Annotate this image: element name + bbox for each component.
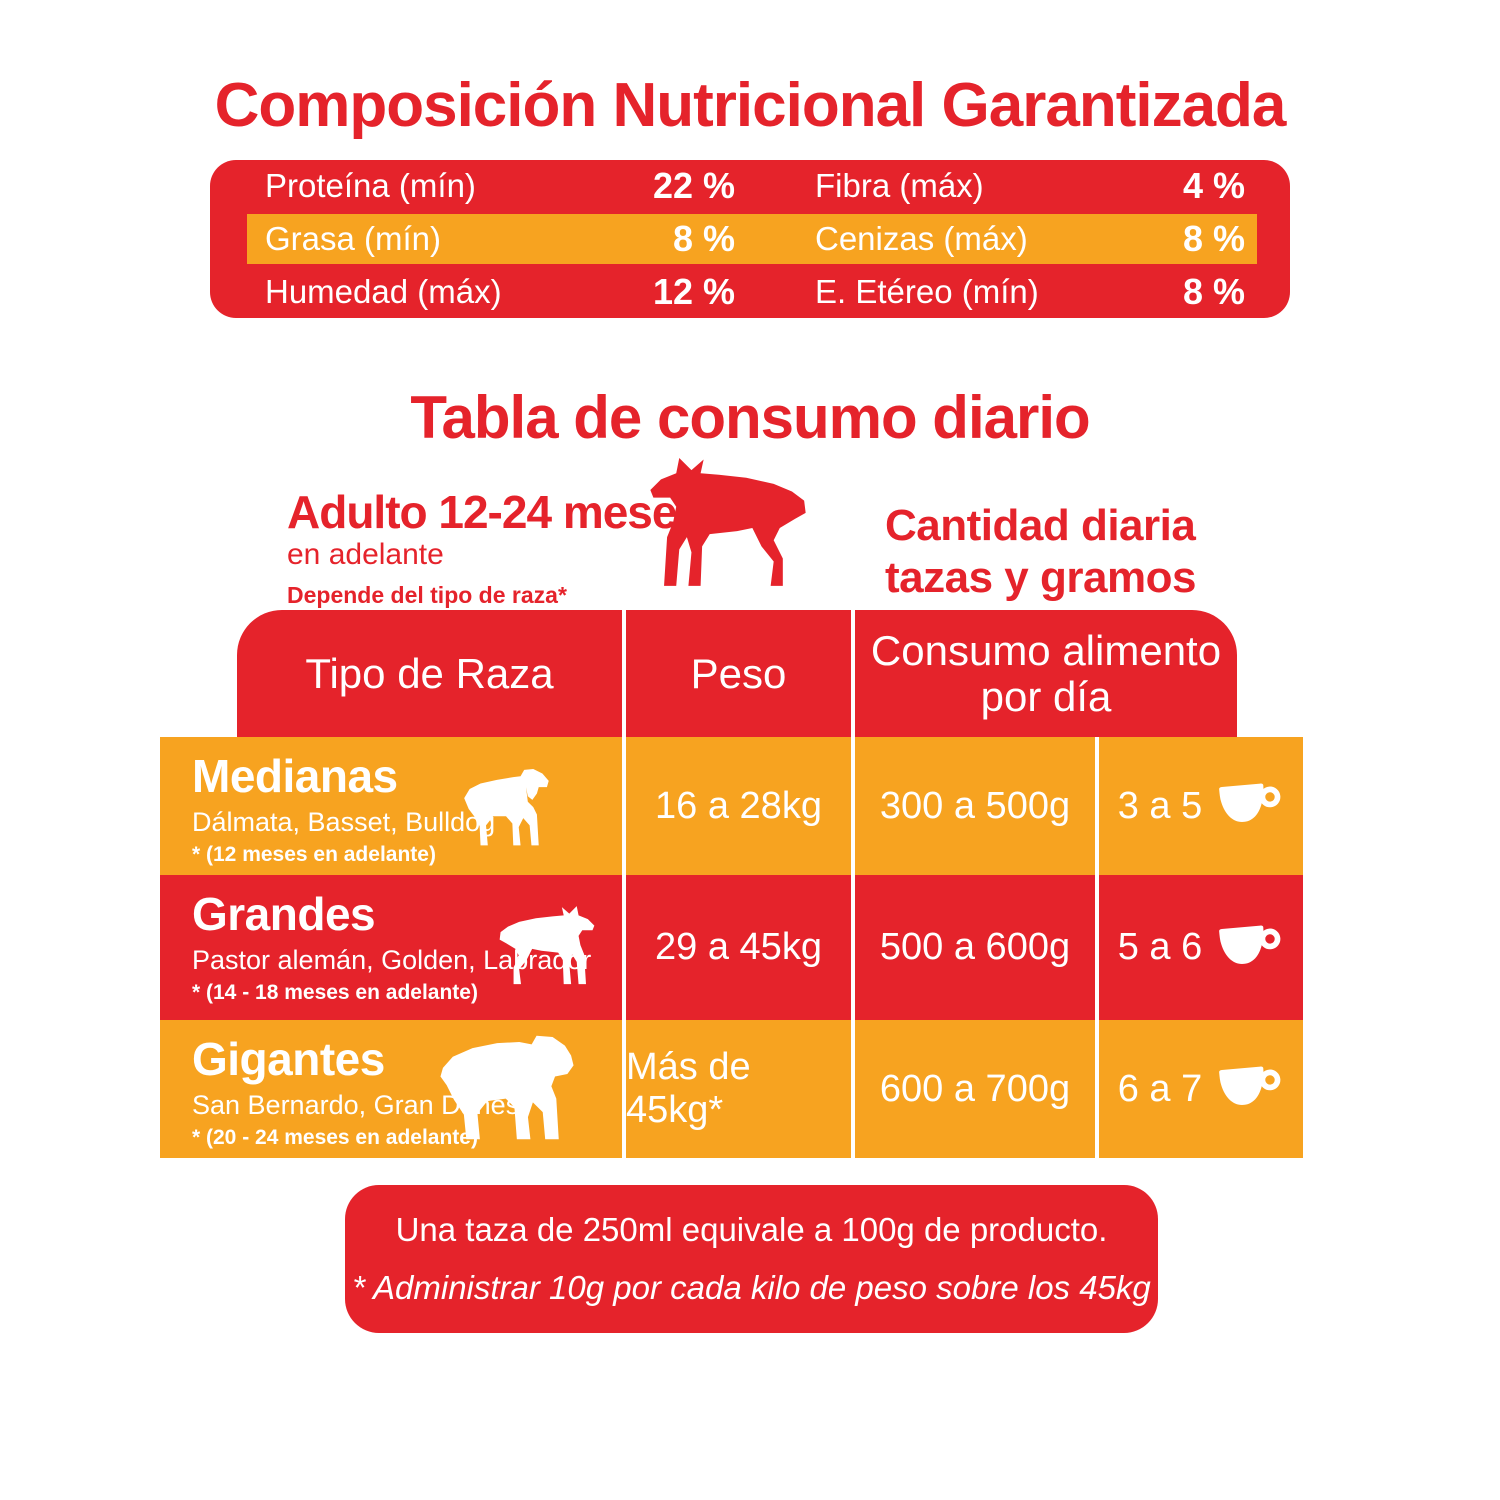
- age-block: Adulto 12-24 meses en adelante Depende d…: [287, 486, 702, 609]
- nutrition-label: Grasa (mín): [265, 220, 442, 257]
- age-note: Depende del tipo de raza*: [287, 582, 567, 609]
- weight-header-cell: Peso: [622, 610, 851, 737]
- consumption-table-body: Medianas Dálmata, Basset, Bulldog * (12 …: [160, 737, 1303, 1158]
- page-title: Composición Nutricional Garantizada: [214, 71, 1287, 140]
- cups-cell: 6 a 7: [1095, 1020, 1303, 1158]
- consumption-header-cell: Consumo alimento por día: [851, 610, 1237, 737]
- cups-value: 5 a 6: [1117, 926, 1203, 968]
- age-subheading: en adelante: [287, 538, 444, 572]
- weight-cell: Más de 45kg*: [622, 1020, 851, 1158]
- quantity-heading-line1: Cantidad diaria: [885, 501, 1196, 550]
- doberman-icon: [638, 458, 818, 592]
- cups-value: 6 a 7: [1117, 1067, 1203, 1110]
- breed-cell: Medianas Dálmata, Basset, Bulldog * (12 …: [160, 737, 622, 875]
- weight-cell: 16 a 28kg: [622, 737, 851, 875]
- amount-cell: 600 a 700g: [851, 1020, 1095, 1158]
- dog-giant-icon: [438, 1034, 576, 1146]
- consumption-table-title: Tabla de consumo diario: [410, 384, 1090, 451]
- cups-cell: 3 a 5: [1095, 737, 1303, 875]
- table-row-medianas: Medianas Dálmata, Basset, Bulldog * (12 …: [160, 737, 1303, 875]
- amount-cell: 500 a 600g: [851, 875, 1095, 1020]
- age-heading: Adulto 12-24 meses: [287, 486, 702, 538]
- dog-large-icon: [495, 901, 599, 993]
- row-note: * (12 meses en adelante): [192, 843, 436, 866]
- row-name: Gigantes: [192, 1033, 385, 1085]
- row-breeds: Dálmata, Basset, Bulldog: [192, 807, 496, 837]
- consumption-header-line1: Consumo alimento: [870, 627, 1222, 675]
- teacup-icon: [1218, 925, 1284, 971]
- nutrition-label: Proteína (mín): [265, 167, 476, 205]
- nutrition-row: Humedad (máx) 12 % E. Etéreo (mín) 8 %: [210, 265, 1290, 318]
- footer-dosage-note: * Administrar 10g por cada kilo de peso …: [352, 1269, 1151, 1306]
- nutrition-value: 22 %: [652, 165, 735, 207]
- nutrition-row: Proteína (mín) 22 % Fibra (máx) 4 %: [210, 160, 1290, 213]
- breed-cell: Gigantes San Bernardo, Gran Danés * (20 …: [160, 1020, 622, 1158]
- row-name: Grandes: [192, 888, 376, 940]
- nutrition-value: 8 %: [1182, 270, 1245, 312]
- row-note: * (20 - 24 meses en adelante): [192, 1126, 478, 1149]
- teacup-icon: [1218, 1066, 1284, 1112]
- nutrition-row: Grasa (mín) 8 % Cenizas (máx) 8 %: [210, 213, 1290, 266]
- nutrition-label: Humedad (máx): [265, 272, 502, 310]
- nutrition-value: 12 %: [652, 270, 735, 312]
- row-name: Medianas: [192, 750, 398, 802]
- consumption-header-line2: por día: [980, 672, 1112, 720]
- teacup-icon: [1218, 783, 1284, 829]
- table-header-row: Tipo de Raza Peso Consumo alimento por d…: [237, 610, 1237, 737]
- highlight-band: [247, 213, 1257, 265]
- table-row-gigantes: Gigantes San Bernardo, Gran Danés * (20 …: [160, 1020, 1303, 1158]
- cups-cell: 5 a 6: [1095, 875, 1303, 1020]
- quantity-heading-line2: tazas y gramos: [885, 552, 1196, 602]
- footer-note-box: Una taza de 250ml equivale a 100g de pro…: [345, 1185, 1158, 1333]
- cups-value: 3 a 5: [1117, 784, 1203, 827]
- weight-cell: 29 a 45kg: [622, 875, 851, 1020]
- nutrition-label: Cenizas (máx): [815, 220, 1028, 257]
- table-row-grandes: Grandes Pastor alemán, Golden, Labrador …: [160, 875, 1303, 1020]
- row-note: * (14 - 18 meses en adelante): [192, 981, 478, 1004]
- footer-equivalence-note: Una taza de 250ml equivale a 100g de pro…: [395, 1211, 1108, 1248]
- dog-medium-icon: [458, 769, 554, 849]
- nutrition-label: Fibra (máx): [815, 167, 984, 205]
- nutrition-box: Proteína (mín) 22 % Fibra (máx) 4 % Gras…: [210, 160, 1290, 318]
- nutrition-value: 4 %: [1182, 165, 1245, 207]
- nutrition-label: E. Etéreo (mín): [815, 272, 1039, 310]
- nutrition-value: 8 %: [672, 218, 735, 259]
- breed-header-cell: Tipo de Raza: [305, 649, 554, 697]
- nutrition-value: 8 %: [1182, 218, 1245, 259]
- quantity-heading: Cantidad diaria tazas y gramos: [885, 500, 1196, 604]
- amount-cell: 300 a 500g: [851, 737, 1095, 875]
- breed-cell: Grandes Pastor alemán, Golden, Labrador …: [160, 875, 622, 1020]
